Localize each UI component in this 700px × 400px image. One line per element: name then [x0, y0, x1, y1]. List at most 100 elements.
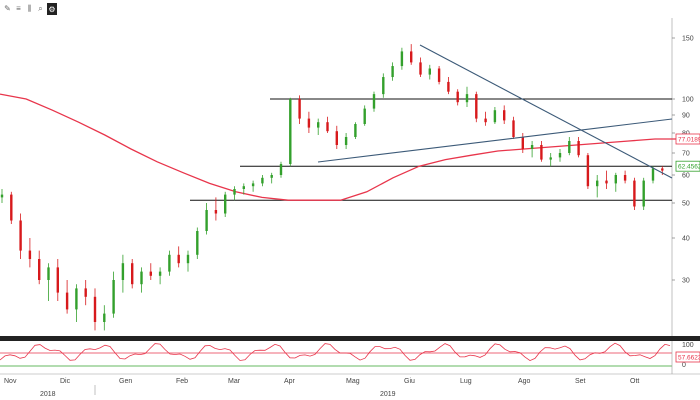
y-tick-label: 70: [682, 151, 690, 158]
x-tick-label: Feb: [176, 378, 188, 385]
year-label: 2019: [380, 391, 396, 398]
candle-body: [28, 250, 32, 259]
candle-body: [186, 254, 190, 264]
pencil-icon[interactable]: ✎: [4, 4, 11, 13]
candle-body: [586, 155, 590, 187]
y-tick-label: 60: [682, 173, 690, 180]
osc-value-label: 57.6623: [675, 351, 700, 363]
candle-body: [214, 210, 218, 214]
candle-body: [475, 94, 478, 119]
y-tick-label: 40: [682, 236, 690, 243]
candle-body: [410, 51, 413, 63]
chart-toolbar: ✎ ≡ ⫼ ⌕ ⚙: [0, 0, 60, 28]
osc-y-tick-label: 0: [682, 362, 686, 369]
x-tick-label: Ott: [630, 378, 639, 385]
y-tick-label: 50: [682, 201, 690, 208]
candle-body: [224, 194, 227, 214]
candle-body: [326, 122, 329, 132]
candle-body: [456, 91, 459, 103]
candle-body: [84, 288, 87, 297]
x-tick-label: Ago: [518, 378, 531, 385]
candle-body: [614, 175, 617, 184]
candle-body: [484, 118, 487, 123]
settings-icon[interactable]: ⚙: [47, 3, 57, 15]
candle-body: [503, 110, 506, 121]
osc-value-box: [675, 351, 700, 363]
candle-body: [437, 68, 441, 82]
x-tick-label: Dic: [60, 378, 71, 385]
candle-body: [270, 175, 273, 178]
candle-body: [633, 180, 636, 207]
oscillator-line: [0, 342, 671, 362]
candle-body: [0, 194, 4, 198]
x-tick-label: Mag: [346, 378, 360, 385]
price-label-text: 62.4562: [678, 164, 700, 171]
candle-body: [168, 254, 171, 272]
candle-body: [56, 267, 59, 293]
candle-body: [530, 145, 534, 149]
search-icon[interactable]: ⌕: [38, 3, 43, 13]
candle-body: [242, 186, 245, 189]
candle-body: [140, 271, 143, 285]
candle-body: [177, 254, 180, 264]
candle-body: [289, 99, 292, 164]
candle-body: [512, 120, 515, 137]
candlestick-series: [0, 44, 664, 331]
candle-body: [596, 180, 599, 187]
y-tick-label: 30: [682, 278, 690, 285]
candle-body: [19, 220, 22, 251]
candle-body: [131, 263, 134, 285]
stack-icon[interactable]: ≡: [16, 4, 21, 13]
x-tick-label: Nov: [4, 378, 17, 385]
candle-body: [465, 94, 469, 103]
candle-body: [158, 271, 162, 276]
candle-body: [642, 180, 645, 207]
price-label-box: [675, 133, 700, 145]
candle-body: [149, 271, 152, 276]
candle-body: [47, 267, 50, 280]
candle-body: [205, 210, 208, 231]
candle-body: [38, 259, 41, 280]
candle-body: [354, 124, 357, 137]
candle-body: [307, 118, 311, 128]
candle-body: [298, 99, 301, 119]
x-tick-label: Apr: [284, 378, 296, 385]
x-axis: Nov Dic Gen Feb Mar Apr Mag Giu Lug Ago Set Ott 2018…: [0, 373, 700, 398]
candle-body: [65, 292, 69, 310]
candle-body: [196, 231, 199, 255]
price-label-box: [675, 160, 700, 172]
candle-body: [400, 51, 404, 67]
y-tick-label: 90: [682, 113, 690, 120]
y-tick-label: 150: [682, 36, 694, 43]
candle-body: [549, 157, 552, 160]
trendline-down: [419, 44, 673, 179]
candle-body: [344, 137, 348, 145]
trendline-up: [317, 118, 673, 163]
moving-average-line: [0, 93, 682, 201]
candle-body: [493, 110, 497, 123]
price-label-text: 77.0189: [678, 137, 700, 144]
x-tick-label: Giu: [404, 378, 415, 385]
candle-body: [121, 263, 125, 280]
candle-body: [93, 296, 97, 322]
candle-body: [335, 131, 338, 145]
candle-body: [605, 180, 608, 184]
candle-body: [419, 62, 422, 75]
candle-body: [661, 168, 664, 171]
horizontal-levels: [190, 98, 672, 201]
panel-separator: [0, 336, 700, 341]
price-label: 77.0189: [675, 133, 700, 145]
candles-icon[interactable]: ⫼: [27, 3, 32, 13]
candle-body: [75, 288, 78, 310]
candle-body: [577, 141, 580, 156]
moving-average: [0, 93, 682, 201]
price-label: 62.4562: [675, 160, 700, 172]
trendlines: [317, 44, 673, 179]
x-tick-label: Lug: [460, 378, 472, 385]
candle-body: [279, 164, 283, 175]
candle-body: [382, 77, 385, 95]
candle-body: [651, 168, 655, 181]
oscillator-panel: 100 057.6623: [0, 336, 700, 374]
candle-body: [251, 183, 255, 187]
